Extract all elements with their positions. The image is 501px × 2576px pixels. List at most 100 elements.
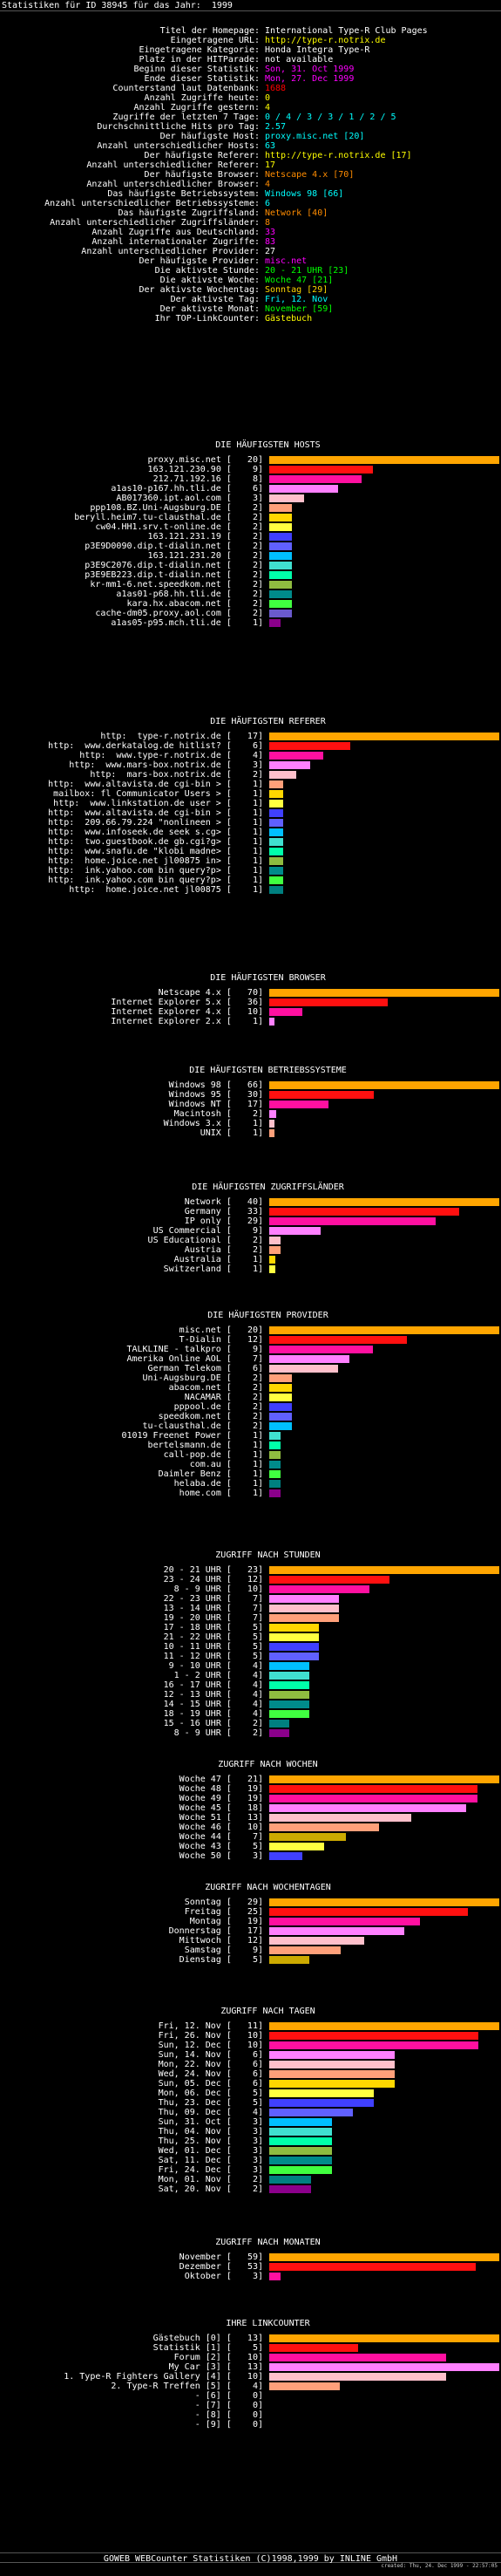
bar-row: NACAMAR [ 2] [0,1393,501,1402]
bar-label: IP only [ 29] [184,1216,263,1226]
bar [269,2273,281,2280]
bar [269,1852,302,1860]
bar [269,1843,324,1850]
bar-row: kr-mm1-6.net.speedkom.net [ 2] [0,580,501,589]
bar-row: Austria [ 2] [0,1245,501,1255]
bar-row: p3E9D0090.dip.t-dialin.net [ 2] [0,542,501,551]
bar [269,838,283,846]
bar [269,1413,292,1421]
bar-row: 22 - 23 UHR [ 7] [0,1594,501,1604]
bar-row: 212.71.192.16 [ 8] [0,474,501,484]
bar [269,1489,281,1497]
bar [269,1326,499,1334]
bar [269,2176,311,2184]
bar-label: T-Dialin [ 12] [179,1335,263,1345]
bar-row: http: www.linkstation.de user > [ 1] [0,799,501,808]
bar [269,2157,332,2164]
bar [269,590,292,598]
bar-label: 16 - 17 UHR [ 4] [163,1680,263,1690]
bar [269,1256,275,1264]
bar [269,2166,332,2174]
bar-label: Dienstag [ 5] [179,1955,263,1965]
bar-label: Daimler Benz [ 1] [158,1469,263,1479]
bar [269,1576,389,1584]
stat-row: Eingetragene Kategorie: Honda Integra Typ… [0,45,501,55]
bar [269,1653,319,1660]
stat-value: Sonntag [29] [265,285,328,295]
bar-label: http: home.joice.net jl00875 [ 1] [69,885,263,895]
bar-label: Windows 95 [ 30] [168,1090,263,1100]
bar-row: cache-dm05.proxy.aol.com [ 2] [0,609,501,618]
bar [269,485,338,493]
page-title: Statistiken für ID 38945 für das Jahr: 1… [0,0,501,11]
bar [269,2147,332,2155]
bar-label: Amerika Online AOL [ 7] [126,1354,263,1364]
bar-label: 163.121.231.19 [ 2] [147,532,263,542]
stat-label: Counterstand laut Datenbank: [112,84,260,93]
stat-value: Honda Integra Type-R [265,45,370,55]
stat-row: Ihr TOP-LinkCounter: Gästebuch [0,314,501,324]
bar [269,600,292,608]
stat-label: Eingetragene URL: [170,36,260,45]
bar [269,1937,364,1945]
bar-label: com.au [ 1] [189,1460,263,1469]
bar [269,494,304,502]
stat-row: Der aktivste Monat: November [59] [0,304,501,314]
bar-row: Germany [ 33] [0,1207,501,1216]
stats-section: ZUGRIFF NACH MONATEN November [ 59] Dezemb… [0,2238,501,2281]
bar-row: 13 - 14 UHR [ 7] [0,1604,501,1613]
bar [269,742,350,750]
bar-label: Montag [ 19] [189,1917,263,1926]
bar-label: 21 - 22 UHR [ 5] [163,1632,263,1642]
bar [269,504,292,512]
bar-row: Fri, 26. Nov [ 10] [0,2031,501,2041]
stat-row: Der häufigste Referer: http://type-r.notr… [0,151,501,160]
bar [269,1480,281,1488]
bar [269,1927,404,1935]
bar-label: - [8] [ 0] [194,2410,263,2420]
stat-value: Woche 47 [21] [265,276,334,285]
bar-label: 13 - 14 UHR [ 7] [163,1604,263,1613]
bar-row: Australia [ 1] [0,1255,501,1264]
bar-label: proxy.misc.net [ 20] [147,455,263,465]
bar [269,466,373,474]
stat-label: Titel der Homepage: [159,26,260,36]
bar-row: TALKLINE - talkpro [ 9] [0,1345,501,1354]
bar-label: Sun, 12. Dec [ 10] [158,2041,263,2050]
bar-label: http: 209.66.79.224 "nonlineen > [ 1] [48,818,263,828]
bar-row: Windows 98 [ 66] [0,1080,501,1090]
stat-value: 4 [265,103,271,112]
bar-row: a1as10-p167.hh.tli.de [ 6] [0,484,501,494]
stats-section: ZUGRIFF NACH TAGEN Fri, 12. Nov [ 11] Fri,… [0,2007,501,2194]
bar-row: Woche 45 [ 18] [0,1803,501,1813]
bar-label: http: home.joice.net jl00875 in> [ 1] [48,856,263,866]
bar-row: Woche 49 [ 19] [0,1794,501,1803]
bar-label: November [ 59] [179,2252,263,2262]
stat-row: Anzahl internationaler Zugriffe: 83 [0,237,501,247]
bar [269,848,283,855]
bar [269,1101,328,1108]
bar-label: http: www.snafu.de "klobi madne> [ 1] [48,847,263,856]
bar-row: http: home.joice.net jl00875 in> [ 1] [0,856,501,866]
bar-label: - [7] [ 0] [194,2401,263,2410]
bar-label: Fri, 24. Dec [ 3] [158,2165,263,2175]
stat-value: 33 [265,228,276,237]
stat-value: 6 [265,199,271,208]
bar-label: Fri, 12. Nov [ 11] [158,2021,263,2031]
bar [269,761,310,769]
bar-label: US Commercial [ 9] [152,1226,263,1236]
bar [269,1394,292,1401]
bar-label: Wed, 24. Nov [ 6] [158,2069,263,2079]
bar-row: 8 - 9 UHR [ 2] [0,1728,501,1738]
stat-row: Anzahl unterschiedlicher Provider: 27 [0,247,501,256]
bar-label: 19 - 20 UHR [ 7] [163,1613,263,1623]
bar [269,1720,289,1728]
stat-value: 27 [265,247,276,256]
bar [269,1585,369,1593]
stat-row: Anzahl unterschiedlicher Referer: 17 [0,160,501,170]
bar-label: Austria [ 2] [184,1245,263,1255]
bar-label: Mon, 22. Nov [ 6] [158,2060,263,2069]
bar-label: speedkom.net [ 2] [158,1412,263,1421]
bar-label: Thu, 09. Dec [ 4] [158,2108,263,2117]
bar-label: 15 - 16 UHR [ 2] [163,1719,263,1728]
